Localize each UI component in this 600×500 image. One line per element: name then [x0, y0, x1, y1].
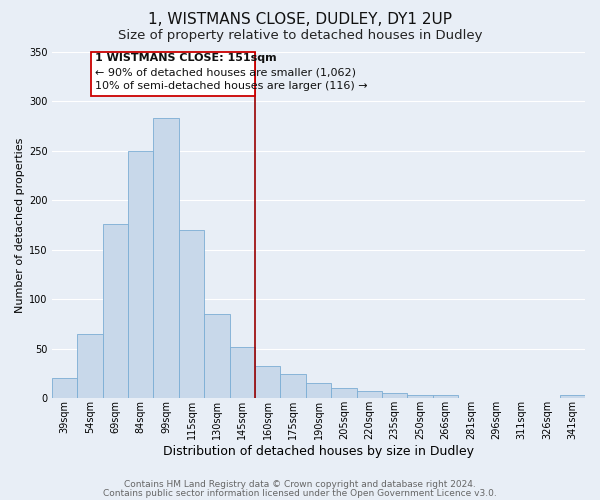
Bar — [433, 395, 458, 398]
Bar — [128, 150, 154, 398]
Bar — [306, 384, 331, 398]
Bar — [407, 395, 433, 398]
Bar — [204, 314, 230, 398]
Text: Size of property relative to detached houses in Dudley: Size of property relative to detached ho… — [118, 29, 482, 42]
Text: ← 90% of detached houses are smaller (1,062): ← 90% of detached houses are smaller (1,… — [95, 68, 356, 78]
Bar — [77, 334, 103, 398]
Bar — [52, 378, 77, 398]
Text: Contains HM Land Registry data © Crown copyright and database right 2024.: Contains HM Land Registry data © Crown c… — [124, 480, 476, 489]
Bar — [280, 374, 306, 398]
Bar — [255, 366, 280, 398]
Bar — [154, 118, 179, 398]
Bar — [560, 395, 585, 398]
Text: Contains public sector information licensed under the Open Government Licence v3: Contains public sector information licen… — [103, 488, 497, 498]
Bar — [356, 391, 382, 398]
Text: 1, WISTMANS CLOSE, DUDLEY, DY1 2UP: 1, WISTMANS CLOSE, DUDLEY, DY1 2UP — [148, 12, 452, 28]
Bar — [331, 388, 356, 398]
Bar — [230, 346, 255, 398]
Y-axis label: Number of detached properties: Number of detached properties — [15, 137, 25, 312]
Text: 1 WISTMANS CLOSE: 151sqm: 1 WISTMANS CLOSE: 151sqm — [95, 54, 277, 64]
Text: 10% of semi-detached houses are larger (116) →: 10% of semi-detached houses are larger (… — [95, 81, 368, 91]
Bar — [179, 230, 204, 398]
X-axis label: Distribution of detached houses by size in Dudley: Distribution of detached houses by size … — [163, 444, 474, 458]
Bar — [103, 224, 128, 398]
Bar — [382, 393, 407, 398]
FancyBboxPatch shape — [91, 52, 255, 96]
